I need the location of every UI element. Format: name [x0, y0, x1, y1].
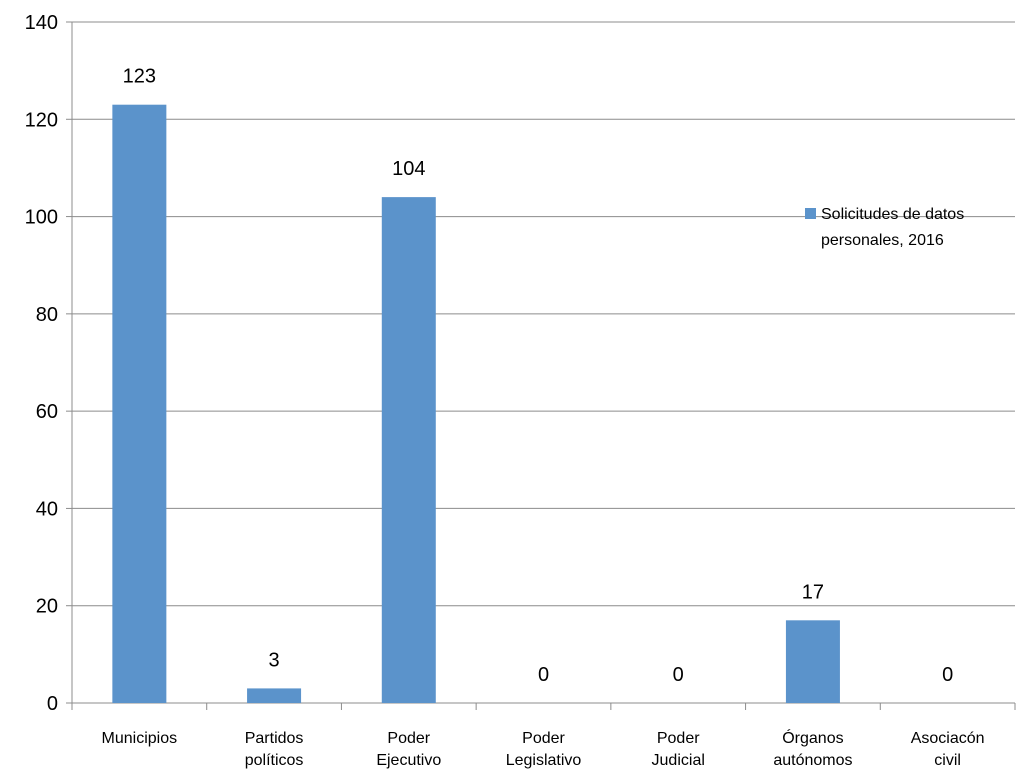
x-tick-label: Asociacón civil — [911, 730, 985, 769]
x-tick-label: Poder Judicial — [652, 730, 705, 769]
data-label: 17 — [802, 581, 824, 603]
x-tick-label: Órganos autónomos — [773, 728, 852, 769]
bar-series — [112, 104, 840, 703]
bar — [785, 620, 840, 703]
y-tick-label: 80 — [36, 304, 58, 326]
x-axis: Municipios Partidos políticos Poder Ejecutiv… — [71, 702, 1016, 769]
data-label: 123 — [123, 66, 156, 88]
data-label: 104 — [392, 158, 425, 180]
y-axis: 0 20 40 60 80 100 120 140 — [25, 12, 73, 715]
x-tick-label: Partidos políticos — [245, 730, 304, 769]
data-label: 0 — [673, 664, 684, 686]
y-tick-label: 20 — [36, 596, 58, 618]
data-label: 0 — [942, 664, 953, 686]
y-tick-label: 100 — [25, 207, 58, 229]
bar — [247, 688, 302, 703]
x-tick-label: Municipios — [102, 730, 178, 747]
y-tick-label: 140 — [25, 12, 58, 34]
y-tick-label: 0 — [47, 693, 58, 715]
bar — [112, 104, 167, 703]
legend-label: Solicitudes de datos personales, 2016 — [821, 206, 964, 249]
legend: Solicitudes de datos personales, 2016 — [805, 206, 964, 249]
bar — [381, 197, 436, 703]
y-tick-label: 40 — [36, 498, 58, 520]
x-tick-label: Poder Legislativo — [506, 730, 582, 769]
data-label: 0 — [538, 664, 549, 686]
gridlines — [72, 21, 1015, 607]
data-label: 3 — [269, 649, 280, 671]
x-tick-label: Poder Ejecutivo — [376, 730, 441, 769]
legend-swatch — [805, 208, 816, 219]
y-tick-label: 120 — [25, 109, 58, 131]
y-tick-label: 60 — [36, 401, 58, 423]
data-labels: 123 3 104 0 0 17 0 — [123, 66, 954, 686]
